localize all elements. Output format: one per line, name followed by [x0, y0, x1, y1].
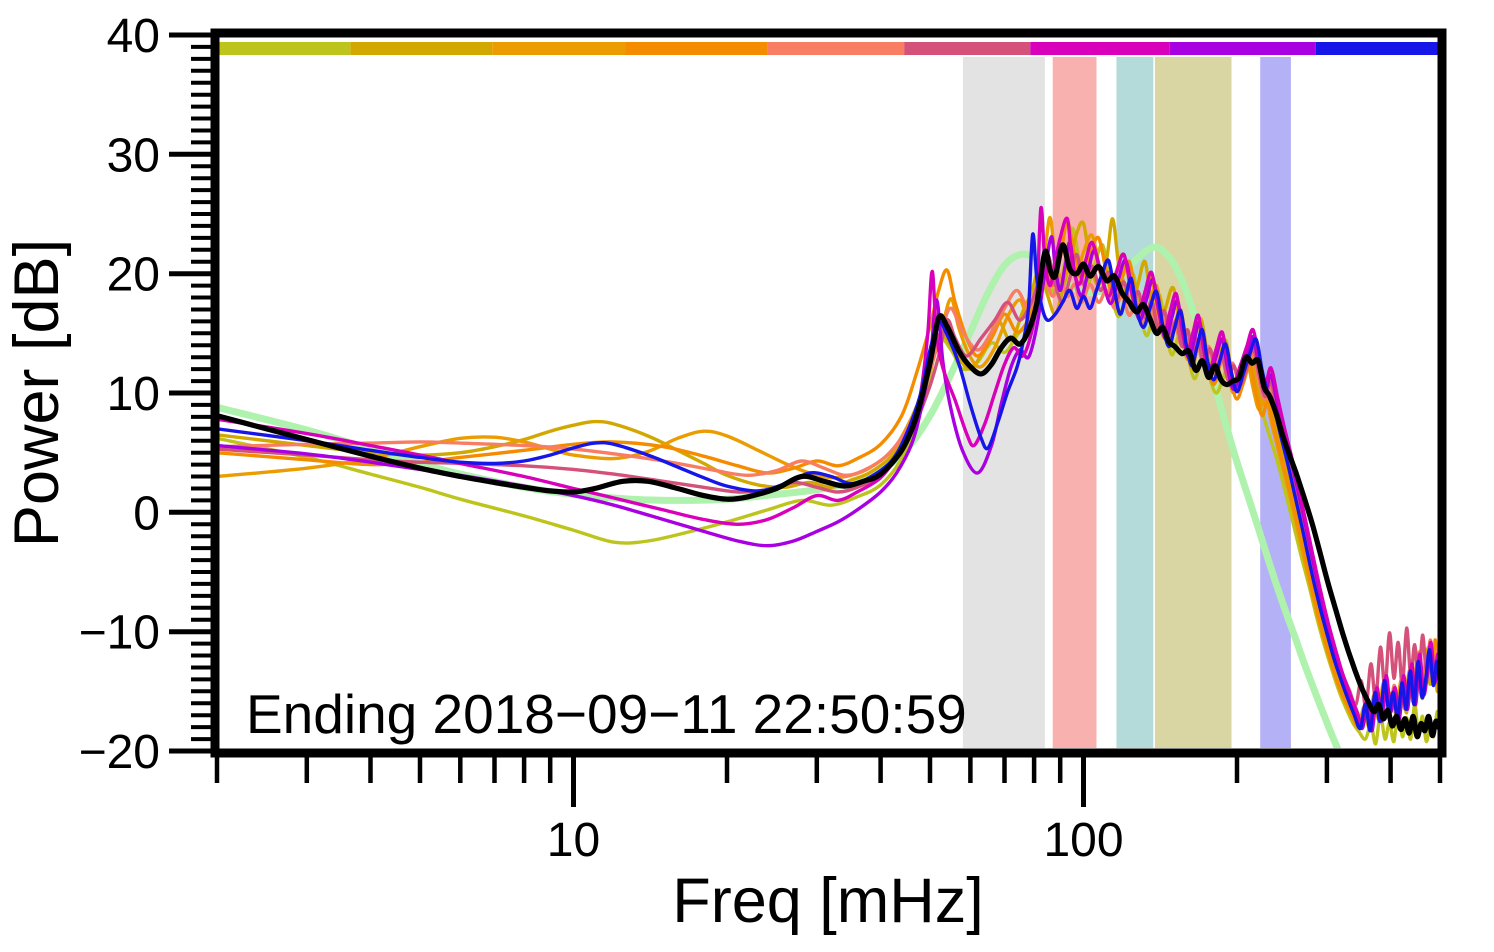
y-tick-label: 10 [107, 368, 160, 421]
colorbar-segment-5 [767, 42, 905, 55]
colorbar-segment-4 [625, 42, 768, 55]
curve-segment-1 [218, 226, 1439, 746]
colorbar-segment-9 [1315, 42, 1440, 55]
colorbar-segment-1 [217, 42, 351, 55]
y-tick-label: 0 [133, 487, 160, 540]
ending-timestamp-annotation: Ending 2018−09−11 22:50:59 [246, 683, 967, 745]
curve-segment-3 [218, 215, 1439, 729]
x-tick-label: 10 [547, 814, 600, 867]
time-colorbar [217, 42, 1440, 55]
y-axis-ticks: 40 30 20 10 0 −10 −20 [79, 10, 214, 779]
x-axis-title: Freq [mHz] [672, 866, 984, 936]
curve-mean [218, 242, 1439, 740]
colorbar-segment-2 [350, 42, 493, 55]
y-tick-label: 20 [107, 249, 160, 302]
highlight-band-pink [1052, 57, 1097, 748]
colorbar-segment-7 [1030, 42, 1170, 55]
highlight-band-teal [1116, 57, 1154, 748]
colorbar-segment-8 [1169, 42, 1316, 55]
y-tick-label: 30 [107, 129, 160, 182]
highlight-bands [962, 57, 1291, 748]
x-axis-ticks: 10 100 [214, 755, 1443, 867]
y-axis-title: Power [dB] [2, 239, 72, 547]
curve-segment-9 [218, 232, 1439, 733]
plot-frame [210, 28, 1447, 758]
colorbar-segment-6 [904, 42, 1031, 55]
y-tick-label: −10 [79, 607, 160, 660]
spectra-curves [218, 206, 1439, 748]
x-tick-label: 100 [1043, 814, 1123, 867]
y-tick-label: 40 [107, 10, 160, 63]
colorbar-segment-3 [492, 42, 626, 55]
y-tick-label: −20 [79, 726, 160, 779]
